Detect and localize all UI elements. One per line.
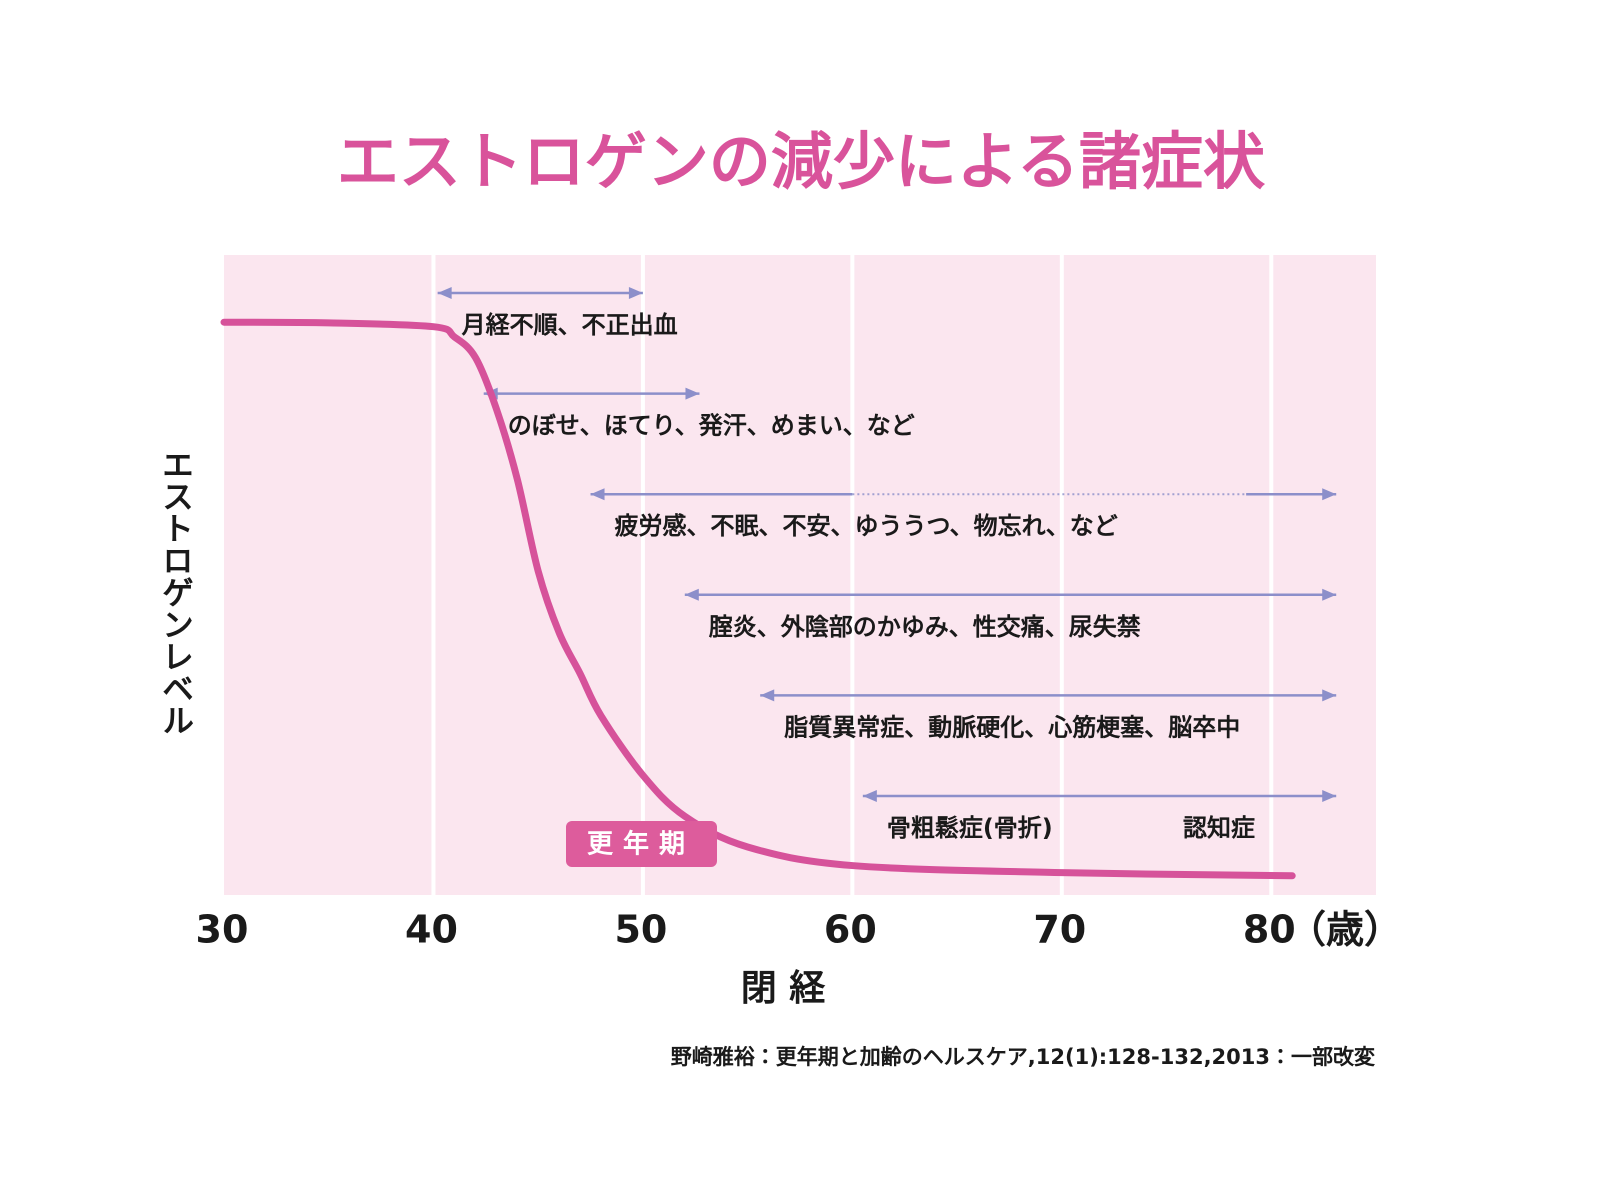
x-tick-label: 30	[196, 908, 249, 952]
x-tick-label: 70	[1033, 908, 1086, 952]
x-tick-label: 40	[405, 908, 458, 952]
arrow-head	[760, 689, 775, 702]
symptom-label: 疲労感、不眠、不安、ゆううつ、物忘れ、など	[615, 512, 1118, 540]
arrow-head	[862, 790, 877, 802]
menopause-label: 閉 経	[741, 968, 827, 1009]
symptom-label: のぼせ、ほてり、発汗、めまい、など	[508, 412, 915, 440]
arrow-head	[684, 588, 699, 601]
arrow-head	[1322, 790, 1337, 802]
plot-area	[224, 255, 1376, 895]
arrow-head	[1322, 588, 1337, 601]
symptom-label: 月経不順、不正出血	[461, 311, 678, 339]
symptom-label: 腟炎、外陰部のかゆみ、性交痛、尿失禁	[709, 613, 1141, 641]
symptom-label: 脂質異常症、動脈硬化、心筋梗塞、脳卒中	[784, 713, 1240, 741]
arrow-head	[628, 287, 643, 299]
symptom-label: 認知症	[1183, 814, 1255, 842]
arrow-head	[590, 488, 605, 501]
x-tick-label: 60	[824, 908, 877, 952]
symptom-label: 骨粗鬆症(骨折)	[887, 814, 1053, 842]
x-tick-label: 50	[614, 908, 667, 952]
climacteric-badge	[566, 821, 717, 867]
x-unit: （歳）	[1288, 908, 1402, 952]
x-tick-label: 80	[1243, 908, 1296, 952]
arrow-head	[437, 287, 452, 299]
climacteric-label: 更年期	[587, 829, 695, 860]
arrow-head	[685, 387, 700, 400]
source: 野崎雅裕：更年期と加齢のヘルスケア,12(1):128-132,2013：一部改…	[671, 1045, 1375, 1069]
estrogen-curve	[220, 318, 1296, 880]
arrow-head	[1322, 689, 1337, 702]
chart-title: エストロゲンの減少による諸症状	[337, 125, 1266, 198]
arrow-head	[1322, 488, 1337, 501]
y-axis-label: エストロゲンレベル	[157, 448, 195, 736]
